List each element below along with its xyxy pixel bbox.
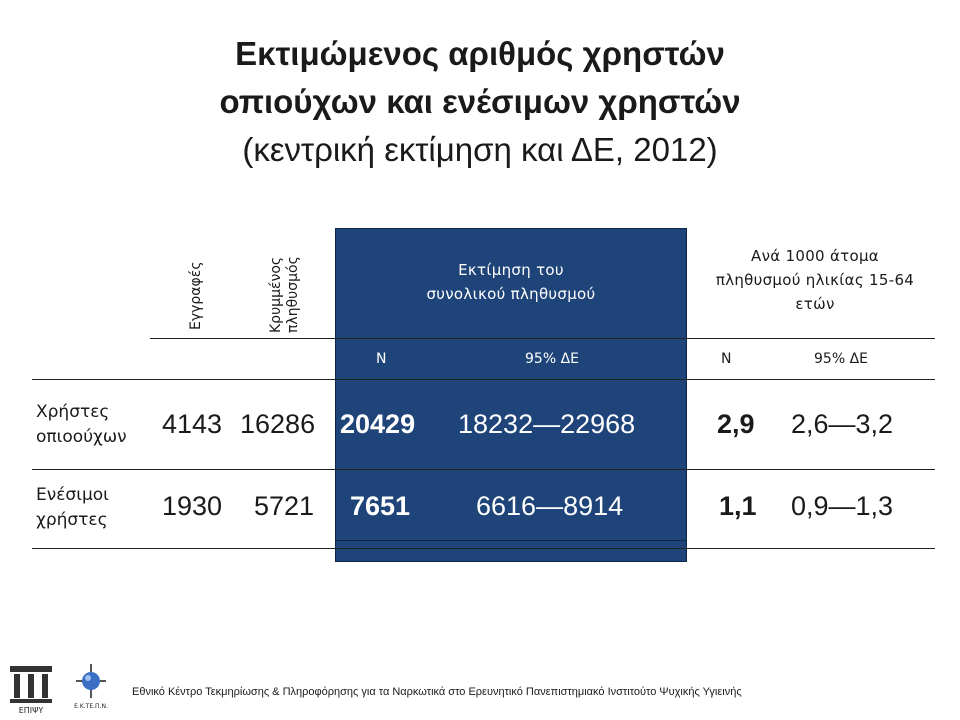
total-estimate-highlight-band <box>335 228 687 562</box>
ektepn-logo: Ε.Κ.ΤΕ.Π.Ν. <box>66 662 116 716</box>
col-header-per1000-line2: πληθυσμού ηλικίας 15-64 <box>715 271 915 289</box>
cell-hidden-population: 16286 <box>240 409 316 439</box>
row-label-line2: οπιοούχων <box>36 427 127 447</box>
col-header-hidden-population: Κρυμμένος πληθυσμός <box>268 256 302 333</box>
band-divider <box>335 540 687 541</box>
subheader-per1000-n: N <box>721 351 732 367</box>
svg-text:Ε.Κ.ΤΕ.Π.Ν.: Ε.Κ.ΤΕ.Π.Ν. <box>74 703 108 710</box>
subheader-total-n: N <box>376 351 387 367</box>
row-label-line2: χρήστες <box>36 510 108 530</box>
cell-per1000-ci: 0,9—1,3 <box>791 491 894 521</box>
col-header-per-1000: Ανά 1000 άτομα πληθυσμού ηλικίας 15-64 ε… <box>690 244 940 316</box>
cell-registrations: 1930 <box>162 491 223 521</box>
col-header-hidden-line2: πληθυσμός <box>285 256 301 333</box>
col-header-hidden-line1: Κρυμμένος <box>268 256 284 333</box>
cell-per1000-ci: 2,6—3,2 <box>791 409 894 439</box>
subheader-total-ci: 95% ΔΕ <box>525 351 579 367</box>
row-label-opioid-users: Χρήστες οπιοούχων <box>36 400 127 450</box>
cell-registrations: 4143 <box>162 409 223 439</box>
cell-per1000-n: 1,1 <box>719 491 757 521</box>
epipsy-logo: ΕΠΙΨΥ <box>6 662 56 716</box>
cell-total-n: 7651 <box>350 491 411 521</box>
col-header-total-line2: συνολικού πληθυσμού <box>426 285 596 303</box>
row-label-injecting-users: Ενέσιμοι χρήστες <box>36 483 109 533</box>
cell-total-ci: 6616—8914 <box>476 491 624 521</box>
cell-total-n: 20429 <box>340 409 416 439</box>
row-divider <box>32 469 935 470</box>
slide-title: Εκτιμώμενος αριθμός χρηστών οπιούχων και… <box>0 30 960 174</box>
col-header-per1000-line3: ετών <box>795 295 835 313</box>
cell-per1000-n: 2,9 <box>717 409 755 439</box>
footer-organization: Εθνικό Κέντρο Τεκμηρίωσης & Πληροφόρησης… <box>132 686 742 698</box>
row-label-line1: Ενέσιμοι <box>36 485 109 505</box>
col-header-registrations: Εγγραφές <box>188 261 204 330</box>
bottom-rule <box>32 548 935 549</box>
row-label-line1: Χρήστες <box>36 402 110 422</box>
header-rule <box>150 338 935 339</box>
cell-hidden-population: 5721 <box>254 491 315 521</box>
col-header-per1000-line1: Ανά 1000 άτομα <box>751 247 879 265</box>
title-line-1: Εκτιμώμενος αριθμός χρηστών <box>235 35 725 72</box>
title-line-2: οπιούχων και ενέσιμων χρηστών <box>219 83 741 120</box>
col-header-total-estimate: Εκτίμηση του συνολικού πληθυσμού <box>335 258 687 306</box>
svg-text:ΕΠΙΨΥ: ΕΠΙΨΥ <box>19 706 44 715</box>
subheader-rule <box>32 379 935 380</box>
col-header-total-line1: Εκτίμηση του <box>458 261 564 279</box>
title-line-3: (κεντρική εκτίμηση και ΔΕ, 2012) <box>242 131 718 168</box>
cell-total-ci: 18232—22968 <box>458 409 636 439</box>
subheader-per1000-ci: 95% ΔΕ <box>814 351 868 367</box>
